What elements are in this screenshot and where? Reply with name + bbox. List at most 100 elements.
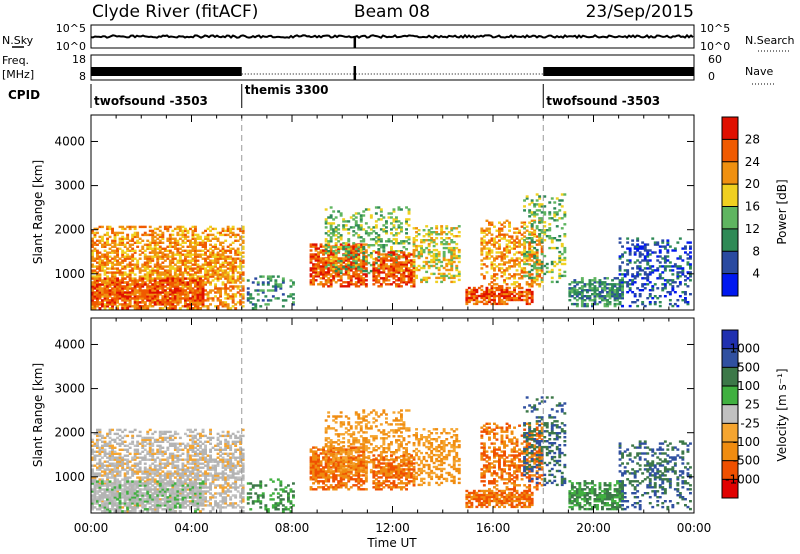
scatter-cell bbox=[457, 260, 461, 264]
scatter-cell bbox=[528, 203, 532, 206]
scatter-cell bbox=[377, 265, 381, 268]
scatter-cell bbox=[686, 261, 690, 264]
scatter-cell bbox=[329, 247, 333, 250]
scatter-cell bbox=[412, 271, 416, 274]
scatter-cell bbox=[91, 450, 94, 453]
scatter-cell bbox=[402, 261, 406, 264]
scatter-cell bbox=[689, 245, 692, 248]
scatter-cell bbox=[156, 271, 160, 274]
scatter-cell bbox=[96, 305, 99, 308]
scatter-cell bbox=[178, 297, 182, 300]
scatter-cell bbox=[98, 307, 102, 310]
scatter-cell bbox=[101, 446, 104, 449]
scatter-cell bbox=[116, 269, 119, 272]
scatter-cell bbox=[653, 295, 657, 298]
scatter-cell bbox=[407, 281, 411, 284]
scatter-cell bbox=[113, 257, 117, 260]
scatter-cell bbox=[191, 291, 195, 294]
scatter-cell bbox=[211, 237, 215, 240]
scatter-cell bbox=[676, 267, 680, 270]
scatter-cell bbox=[141, 289, 145, 292]
scatter-cell bbox=[118, 472, 122, 475]
scatter-cell bbox=[382, 257, 386, 260]
scatter-cell bbox=[229, 249, 233, 252]
scatter-cell bbox=[470, 292, 474, 296]
scatter-cell bbox=[106, 456, 109, 459]
scatter-cell bbox=[515, 263, 519, 266]
scatter-cell bbox=[209, 267, 212, 270]
scatter-cell bbox=[412, 262, 416, 266]
scatter-cell bbox=[643, 283, 647, 286]
scatter-cell bbox=[505, 292, 509, 296]
scatter-cell bbox=[359, 261, 363, 264]
scatter-cell bbox=[395, 256, 398, 259]
scatter-cell bbox=[106, 267, 109, 270]
scatter-cell bbox=[513, 290, 516, 294]
scatter-cell bbox=[671, 265, 675, 268]
scatter-cell bbox=[347, 248, 351, 251]
scatter-cell bbox=[171, 265, 175, 268]
scatter-cell bbox=[143, 277, 147, 280]
scatter-cell bbox=[166, 295, 170, 298]
scatter-cell bbox=[646, 267, 650, 270]
scatter-cell bbox=[352, 230, 356, 233]
scatter-cell bbox=[354, 254, 358, 257]
scatter-cell bbox=[452, 248, 456, 252]
scatter-cell bbox=[500, 257, 504, 260]
scatter-cell bbox=[319, 251, 323, 254]
scatter-cell bbox=[166, 291, 170, 294]
scatter-cell bbox=[651, 269, 655, 272]
scatter-cell bbox=[374, 257, 378, 260]
scatter-cell bbox=[621, 295, 624, 298]
scatter-cell bbox=[178, 243, 182, 246]
scatter-cell bbox=[317, 273, 320, 276]
scatter-cell bbox=[593, 301, 597, 304]
scatter-cell bbox=[603, 302, 607, 306]
scatter-cell bbox=[314, 269, 318, 272]
scatter-cell bbox=[349, 277, 353, 280]
scatter-cell bbox=[322, 277, 325, 280]
scatter-cell bbox=[608, 283, 612, 286]
scatter-cell bbox=[575, 283, 579, 286]
scatter-cell bbox=[606, 302, 609, 306]
scatter-cell bbox=[116, 247, 119, 250]
scatter-cell bbox=[591, 279, 594, 282]
scatter-cell bbox=[214, 305, 217, 308]
scatter-cell bbox=[686, 302, 690, 306]
scatter-cell bbox=[412, 227, 416, 230]
scatter-cell bbox=[211, 249, 215, 252]
scatter-cell bbox=[533, 211, 537, 214]
scatter-cell bbox=[158, 265, 162, 268]
scatter-cell bbox=[101, 243, 104, 246]
scatter-cell bbox=[482, 277, 486, 280]
scatter-cell bbox=[505, 251, 509, 254]
scatter-cell bbox=[349, 245, 353, 248]
scatter-cell bbox=[106, 466, 109, 469]
scatter-cell bbox=[206, 239, 210, 242]
scatter-cell bbox=[447, 258, 451, 262]
scatter-cell bbox=[397, 269, 401, 272]
scatter-cell bbox=[153, 253, 157, 256]
scatter-cell bbox=[133, 251, 137, 254]
scatter-cell bbox=[390, 212, 393, 215]
scatter-cell bbox=[553, 213, 557, 216]
scatter-cell bbox=[528, 288, 532, 292]
scatter-cell bbox=[98, 259, 102, 262]
scatter-cell bbox=[118, 454, 122, 457]
scatter-cell bbox=[435, 231, 439, 234]
scatter-cell bbox=[309, 269, 313, 272]
scatter-cell bbox=[480, 259, 484, 262]
scatter-cell bbox=[121, 231, 125, 235]
scatter-cell bbox=[618, 293, 622, 296]
scatter-cell bbox=[91, 285, 94, 288]
scatter-cell bbox=[663, 257, 667, 260]
scatter-cell bbox=[430, 227, 434, 230]
scatter-cell bbox=[156, 255, 160, 258]
scatter-cell bbox=[505, 249, 509, 252]
scatter-cell bbox=[214, 291, 217, 294]
scatter-cell bbox=[530, 225, 534, 228]
scatter-cell bbox=[563, 250, 567, 254]
scatter-cell bbox=[148, 285, 152, 288]
scatter-cell bbox=[163, 285, 167, 288]
scatter-cell bbox=[435, 237, 439, 240]
